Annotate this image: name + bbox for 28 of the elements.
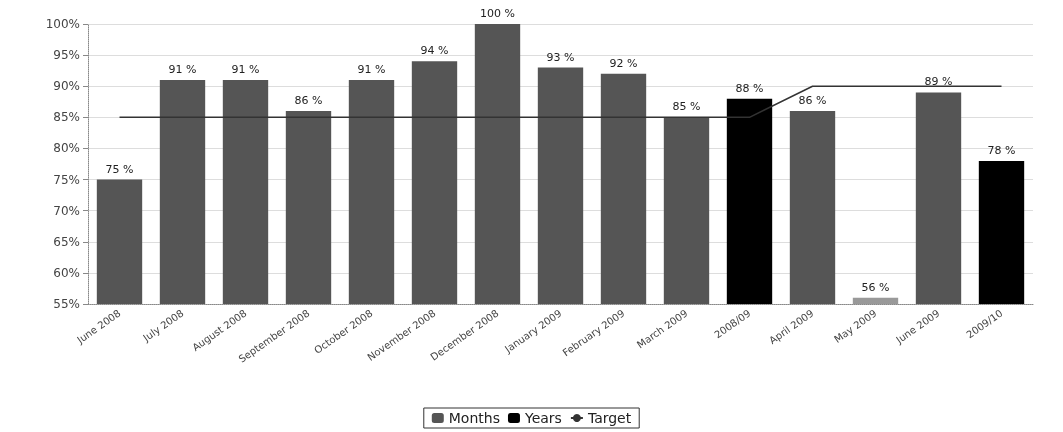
data-label: 91 % — [168, 63, 197, 76]
data-label: 92 % — [609, 56, 638, 70]
data-label: 75 % — [105, 162, 134, 176]
y-tick-label: 60% — [53, 265, 80, 280]
data-label: 88 % — [735, 81, 764, 95]
data-label: 56 % — [861, 280, 890, 294]
y-tick-label: 80% — [53, 141, 80, 156]
data-label: 91 % — [357, 63, 386, 76]
data-label: 85 % — [672, 100, 701, 114]
data-label: 94 % — [420, 44, 449, 58]
data-label: 91 % — [231, 63, 260, 76]
y-tick-label: 70% — [53, 203, 80, 218]
y-tick-label: 95% — [53, 48, 80, 63]
y-tick-label: 100% — [45, 17, 80, 31]
data-label: 86 % — [798, 94, 827, 108]
legend-label: Years — [523, 410, 562, 426]
data-label: 86 % — [294, 94, 323, 108]
data-label: 100 % — [480, 7, 515, 20]
data-label: 93 % — [546, 50, 575, 64]
y-tick-label: 90% — [53, 79, 80, 94]
data-label: 78 % — [987, 143, 1016, 157]
y-tick-label: 75% — [53, 172, 80, 187]
data-label: 89 % — [924, 75, 953, 89]
legend-label: Target — [586, 410, 632, 426]
y-tick-label: 65% — [53, 234, 80, 249]
y-tick-label: 85% — [53, 110, 80, 125]
legend-label: Months — [448, 410, 500, 426]
y-tick-label: 55% — [53, 297, 80, 311]
